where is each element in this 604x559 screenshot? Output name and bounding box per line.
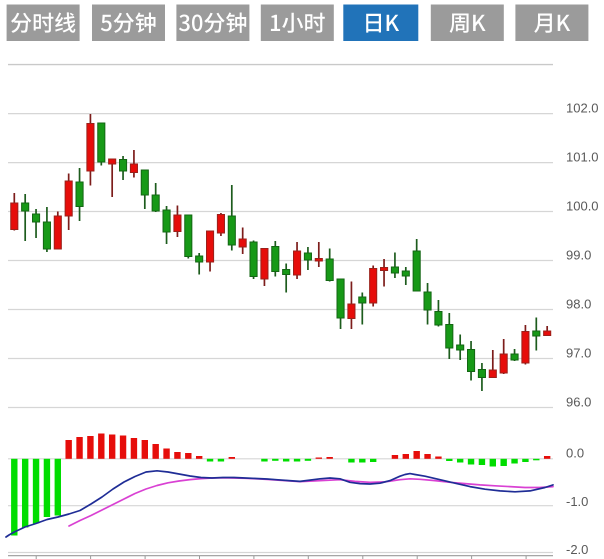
svg-text:0.0: 0.0 (566, 445, 584, 460)
svg-text:101.0: 101.0 (566, 150, 599, 165)
svg-text:-2.0: -2.0 (566, 542, 588, 557)
svg-text:96.0: 96.0 (566, 395, 591, 410)
svg-text:98.0: 98.0 (566, 297, 591, 312)
svg-text:99.0: 99.0 (566, 248, 591, 263)
svg-text:100.0: 100.0 (566, 199, 599, 214)
svg-text:97.0: 97.0 (566, 346, 591, 361)
svg-text:-1.0: -1.0 (566, 494, 588, 509)
svg-text:102.0: 102.0 (566, 101, 599, 116)
